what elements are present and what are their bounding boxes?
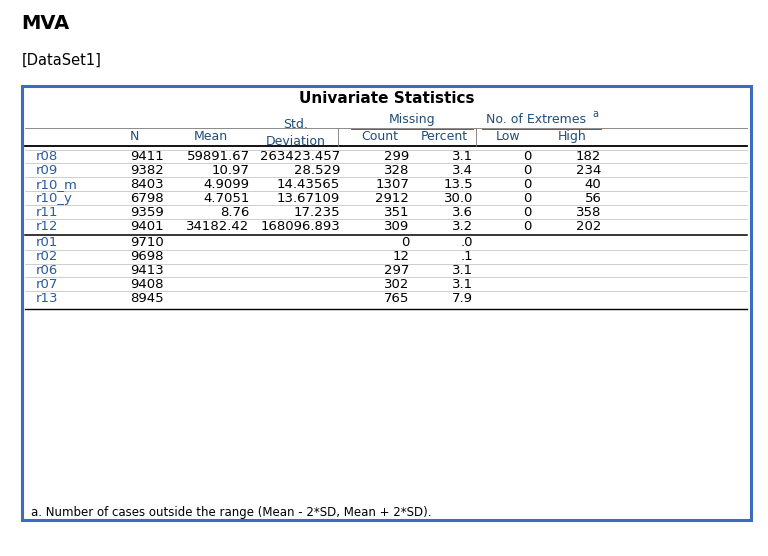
Text: 9710: 9710 xyxy=(130,236,164,250)
Text: 3.1: 3.1 xyxy=(452,278,473,291)
Text: Low: Low xyxy=(496,130,521,143)
Text: 328: 328 xyxy=(384,164,409,177)
Text: r10_y: r10_y xyxy=(36,192,73,205)
Text: r10_m: r10_m xyxy=(36,178,78,191)
Text: 2912: 2912 xyxy=(376,192,409,205)
Text: N: N xyxy=(130,130,139,143)
Text: 56: 56 xyxy=(584,192,601,205)
Text: 30.0: 30.0 xyxy=(444,192,473,205)
Text: 17.235: 17.235 xyxy=(293,206,340,219)
Text: .0: .0 xyxy=(461,236,473,250)
Text: 13.5: 13.5 xyxy=(443,178,473,191)
Text: Missing: Missing xyxy=(389,113,435,126)
Text: 9413: 9413 xyxy=(130,264,164,277)
Text: 4.7051: 4.7051 xyxy=(204,192,250,205)
Text: 10.97: 10.97 xyxy=(212,164,250,177)
Text: 1307: 1307 xyxy=(376,178,409,191)
Text: Percent: Percent xyxy=(420,130,468,143)
Text: 9698: 9698 xyxy=(130,250,164,264)
Text: 4.9099: 4.9099 xyxy=(204,178,250,191)
Text: 7.9: 7.9 xyxy=(452,292,473,305)
Text: a. Number of cases outside the range (Mean - 2*SD, Mean + 2*SD).: a. Number of cases outside the range (Me… xyxy=(31,506,431,519)
Text: a: a xyxy=(593,109,598,119)
Text: 9382: 9382 xyxy=(130,164,164,177)
Text: 302: 302 xyxy=(384,278,409,291)
Text: Univariate Statistics: Univariate Statistics xyxy=(299,92,474,106)
Text: r06: r06 xyxy=(36,264,58,277)
Text: Count: Count xyxy=(362,130,399,143)
Text: 9408: 9408 xyxy=(130,278,164,291)
Text: 358: 358 xyxy=(576,206,601,219)
Text: 0: 0 xyxy=(523,206,531,219)
Text: r09: r09 xyxy=(36,164,58,177)
Text: r08: r08 xyxy=(36,150,58,163)
Text: r02: r02 xyxy=(36,250,58,264)
Text: 12: 12 xyxy=(392,250,409,264)
Text: 8945: 8945 xyxy=(130,292,164,305)
Text: 3.2: 3.2 xyxy=(452,220,473,233)
Text: 0: 0 xyxy=(523,220,531,233)
Text: r12: r12 xyxy=(36,220,58,233)
Text: 234: 234 xyxy=(576,164,601,177)
Text: No. of Extremes: No. of Extremes xyxy=(486,113,587,126)
Text: 182: 182 xyxy=(576,150,601,163)
Text: 13.67109: 13.67109 xyxy=(277,192,340,205)
Text: 34182.42: 34182.42 xyxy=(187,220,250,233)
Text: 14.43565: 14.43565 xyxy=(277,178,340,191)
Text: 765: 765 xyxy=(384,292,409,305)
Text: 0: 0 xyxy=(401,236,409,250)
Text: 8.76: 8.76 xyxy=(220,206,250,219)
Text: 0: 0 xyxy=(523,150,531,163)
Text: 59891.67: 59891.67 xyxy=(187,150,250,163)
Text: r01: r01 xyxy=(36,236,58,250)
Text: 0: 0 xyxy=(523,178,531,191)
Text: 28.529: 28.529 xyxy=(294,164,340,177)
Text: 309: 309 xyxy=(384,220,409,233)
Text: 3.4: 3.4 xyxy=(452,164,473,177)
Text: 9359: 9359 xyxy=(130,206,164,219)
Text: MVA: MVA xyxy=(22,14,70,33)
Text: 3.1: 3.1 xyxy=(452,264,473,277)
Text: 263423.457: 263423.457 xyxy=(260,150,340,163)
Text: 3.1: 3.1 xyxy=(452,150,473,163)
Text: 6798: 6798 xyxy=(130,192,164,205)
Text: Std.
Deviation: Std. Deviation xyxy=(266,118,326,148)
Text: .1: .1 xyxy=(461,250,473,264)
Text: 8403: 8403 xyxy=(130,178,164,191)
Text: 202: 202 xyxy=(576,220,601,233)
Text: 9411: 9411 xyxy=(130,150,164,163)
Text: 168096.893: 168096.893 xyxy=(260,220,340,233)
Text: 351: 351 xyxy=(384,206,409,219)
Text: 299: 299 xyxy=(384,150,409,163)
Text: 40: 40 xyxy=(584,178,601,191)
Text: 0: 0 xyxy=(523,192,531,205)
Text: r11: r11 xyxy=(36,206,58,219)
Text: 3.6: 3.6 xyxy=(452,206,473,219)
Text: High: High xyxy=(558,130,587,143)
Text: 9401: 9401 xyxy=(130,220,164,233)
Text: 0: 0 xyxy=(523,164,531,177)
Text: Mean: Mean xyxy=(194,130,228,143)
Text: 297: 297 xyxy=(384,264,409,277)
Text: r13: r13 xyxy=(36,292,58,305)
Text: [DataSet1]: [DataSet1] xyxy=(22,53,101,68)
Text: r07: r07 xyxy=(36,278,58,291)
